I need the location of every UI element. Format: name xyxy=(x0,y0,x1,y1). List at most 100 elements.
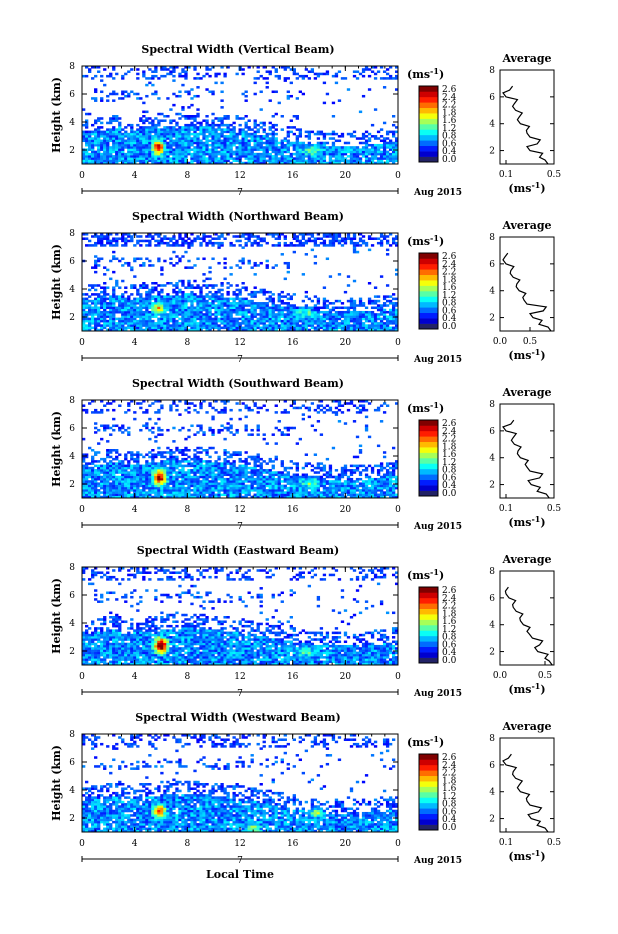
heatmap-cell xyxy=(263,155,266,158)
heatmap-cell xyxy=(380,313,383,316)
heatmap-cell xyxy=(139,133,142,136)
heatmap-cell xyxy=(133,151,136,154)
heatmap-cell xyxy=(341,135,344,138)
heatmap-cell xyxy=(175,160,178,163)
heatmap-cell xyxy=(154,313,157,316)
heatmap-cell xyxy=(196,469,199,472)
heatmap-cell xyxy=(356,322,359,325)
heatmap-cell xyxy=(112,304,115,307)
heatmap-cell xyxy=(148,320,151,323)
heatmap-cell xyxy=(235,324,238,327)
heatmap-cell xyxy=(160,469,163,472)
heatmap-cell xyxy=(359,137,362,140)
heatmap-cell xyxy=(202,146,205,149)
heatmap-cell xyxy=(112,320,115,323)
heatmap-cell xyxy=(371,311,374,314)
heatmap-cell xyxy=(145,300,148,303)
heatmap-cell xyxy=(142,411,145,414)
heatmap-cell xyxy=(239,318,242,321)
heatmap-cell xyxy=(365,242,368,245)
heatmap-cell xyxy=(199,307,202,310)
heatmap-cell xyxy=(359,73,362,76)
heatmap-cell xyxy=(266,315,269,318)
heatmap-cell xyxy=(100,320,103,323)
heatmap-cell xyxy=(338,235,341,238)
heatmap-cell xyxy=(362,155,365,158)
heatmap-cell xyxy=(260,320,263,323)
heatmap-cell xyxy=(329,157,332,160)
heatmap-cell xyxy=(254,309,257,312)
heatmap-cell xyxy=(100,487,103,490)
heatmap-cell xyxy=(184,77,187,80)
heatmap-cell xyxy=(332,137,335,140)
heatmap-cell xyxy=(94,151,97,154)
heatmap-cell xyxy=(193,456,196,459)
heatmap-cell xyxy=(350,327,353,330)
heatmap-cell xyxy=(305,322,308,325)
heatmap-cell xyxy=(248,126,251,129)
heatmap-cell xyxy=(248,315,251,318)
heatmap-cell xyxy=(272,320,275,323)
heatmap-cell xyxy=(157,155,160,158)
heatmap-cell xyxy=(154,471,157,474)
heatmap-cell xyxy=(350,315,353,318)
heatmap-cell xyxy=(160,404,163,407)
heatmap-cell xyxy=(91,133,94,136)
heatmap-cell xyxy=(341,77,344,80)
heatmap-cell xyxy=(139,474,142,477)
heatmap-cell xyxy=(154,70,157,73)
heatmap-cell xyxy=(175,133,178,136)
heatmap-cell xyxy=(338,160,341,163)
heatmap-cell xyxy=(254,146,257,149)
heatmap-cell xyxy=(127,135,130,138)
heatmap-cell xyxy=(359,240,362,243)
heatmap-cell xyxy=(196,471,199,474)
heatmap-cell xyxy=(323,320,326,323)
heatmap-cell xyxy=(344,313,347,316)
heatmap-cell xyxy=(362,68,365,71)
heatmap-cell xyxy=(211,298,214,301)
heatmap-cell xyxy=(187,465,190,468)
heatmap-cell xyxy=(205,313,208,316)
heatmap-cell xyxy=(211,135,214,138)
heatmap-cell xyxy=(118,135,121,138)
heatmap-cell xyxy=(272,148,275,151)
heatmap-cell xyxy=(136,137,139,140)
heatmap-cell xyxy=(199,304,202,307)
heatmap-cell xyxy=(226,302,229,305)
heatmap-cell xyxy=(151,282,154,285)
heatmap-cell xyxy=(214,324,217,327)
heatmap-cell xyxy=(163,467,166,470)
heatmap-cell xyxy=(190,313,193,316)
heatmap-cell xyxy=(338,140,341,143)
heatmap-cell xyxy=(112,418,115,421)
heatmap-cell xyxy=(130,131,133,134)
heatmap-cell xyxy=(392,237,395,240)
heatmap-cell xyxy=(175,144,178,147)
heatmap-cell xyxy=(323,151,326,154)
heatmap-cell xyxy=(184,137,187,140)
heatmap-cell xyxy=(163,309,166,312)
heatmap-cell xyxy=(242,318,245,321)
heatmap-cell xyxy=(386,68,389,71)
heatmap-cell xyxy=(184,298,187,301)
heatmap-cell xyxy=(368,133,371,136)
heatmap-cell xyxy=(239,289,242,292)
heatmap-cell xyxy=(103,137,106,140)
heatmap-cell xyxy=(187,478,190,481)
heatmap-cell xyxy=(112,307,115,310)
heatmap-cell xyxy=(323,160,326,163)
colorbar-segment xyxy=(419,324,438,330)
heatmap-cell xyxy=(88,289,91,292)
heatmap-cell xyxy=(329,155,332,158)
heatmap-cell xyxy=(151,148,154,151)
heatmap-cell xyxy=(181,70,184,73)
heatmap-cell xyxy=(175,300,178,303)
heatmap-cell xyxy=(350,135,353,138)
heatmap-cell xyxy=(175,142,178,145)
heatmap-cell xyxy=(275,70,278,73)
heatmap-cell xyxy=(320,142,323,145)
heatmap-cell xyxy=(148,148,151,151)
heatmap-cell xyxy=(269,73,272,76)
heatmap-cell xyxy=(193,327,196,330)
